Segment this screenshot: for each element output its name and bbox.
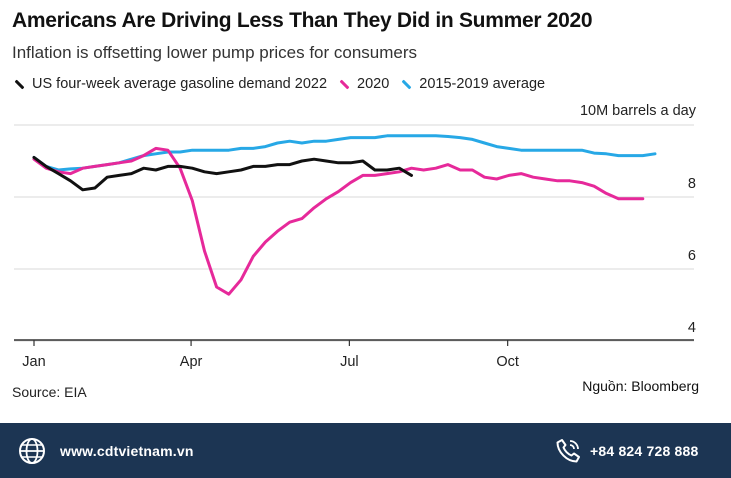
credit-note: Nguồn: Bloomberg [582,378,699,394]
phone-icon [553,436,583,471]
y-tick-label-6: 6 [688,248,696,264]
legend-item-avg: 2015-2019 average [401,76,545,92]
y-tick-label-4: 4 [688,320,696,336]
legend-item-2020: 2020 [339,76,389,92]
legend-label-us2022: US four-week average gasoline demand 202… [32,76,328,92]
x-tick-label-apr: Apr [180,354,203,370]
source-note: Source: EIA [12,384,87,400]
line-chart: 4 6 8 Jan Apr Jul Oct 10M barrels a day [14,103,697,370]
series-line-us2022 [32,155,413,192]
series-lines [32,134,657,296]
website-link[interactable]: www.cdtvietnam.vn [60,443,194,459]
legend-label-2020: 2020 [357,76,390,92]
footer-bar: www.cdtvietnam.vn +84 824 728 888 [0,423,731,478]
x-tick-label-jul: Jul [340,354,359,370]
y-axis-unit-label: 10M barrels a day [580,103,697,119]
gridlines [14,124,694,342]
y-tick-label-8: 8 [688,176,696,192]
legend-item-us2022: US four-week average gasoline demand 202… [14,76,327,92]
x-tick-label-jan: Jan [22,354,45,370]
series-line-y2020 [32,146,645,296]
axes: 4 6 8 Jan Apr Jul Oct [14,176,696,370]
chart-legend: US four-week average gasoline demand 202… [14,74,557,94]
series-line-avg [32,134,657,172]
phone-number[interactable]: +84 824 728 888 [590,443,699,459]
chart-subtitle: Inflation is offsetting lower pump price… [12,43,418,62]
globe-icon [17,436,47,471]
legend-label-avg: 2015-2019 average [419,76,546,92]
chart-title: Americans Are Driving Less Than They Did… [12,9,593,32]
x-tick-label-oct: Oct [496,354,519,370]
